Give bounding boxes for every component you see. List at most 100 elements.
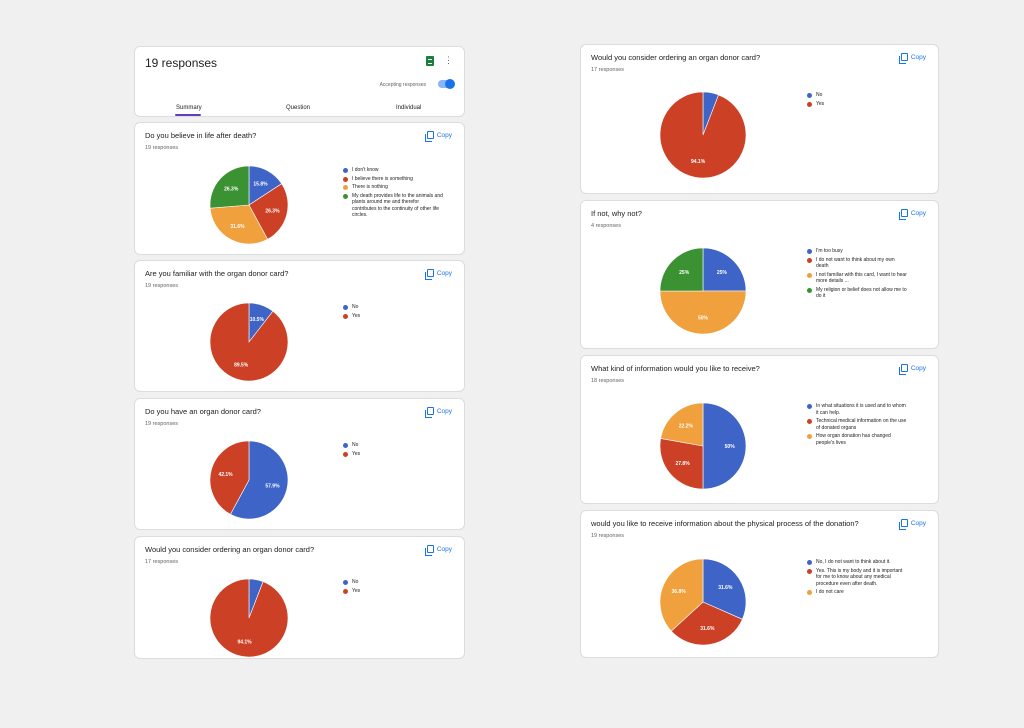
copy-button[interactable]: Copy [424,407,452,418]
legend-label: No [816,92,823,98]
summary-header-card: 19 responses ⋮ Accepting responses Summa… [134,46,465,117]
chart-legend: I don't know I believe there is something… [343,167,443,221]
copy-icon [424,407,434,418]
pie-chart: 94.1% [209,578,289,658]
slice-label: 31.6% [700,626,715,632]
slice-label: 50% [725,444,736,450]
copy-button[interactable]: Copy [898,519,926,530]
legend-dot [807,257,812,263]
legend-item: No [807,92,907,99]
response-count: 19 responses [591,533,625,539]
legend-label: Yes [816,100,825,107]
legend-item: I do not want to think about my own deat… [807,257,907,270]
legend-dot [807,404,812,409]
slice-label: 31.6% [230,224,245,230]
pie-slice [209,302,289,382]
copy-label: Copy [436,407,452,415]
tab-summary[interactable]: Summary [176,105,202,111]
legend-label: I don't know [352,167,379,173]
legend-dot [343,443,348,448]
accepting-responses-label: Accepting responses [379,82,426,88]
question-card: Do you have an organ donor card? 19 resp… [134,398,465,530]
pie-slice [670,601,743,646]
pie-slice [702,247,747,292]
legend-dot [343,313,348,319]
more-vert-icon[interactable]: ⋮ [444,55,453,65]
slice-label: 10.5% [250,317,265,323]
slice-label: 25% [679,270,690,276]
legend-label: How organ donation has changed people's … [816,433,891,446]
pie-chart: 15.8% 26.3% 31.6% 26.3% [209,165,289,245]
pie-slice [659,438,704,490]
legend-label: Yes [352,450,361,457]
copy-icon [424,131,434,142]
legend-item: Yes [343,588,443,595]
legend-dot [343,193,348,199]
legend-label: I do not want to think about my own deat… [816,256,895,270]
copy-button[interactable]: Copy [424,131,452,142]
legend-dot [807,93,812,98]
toggle-knob [445,79,455,89]
legend-item: How organ donation has changed people's … [807,433,907,446]
pie-slice [659,91,747,179]
legend-item: Yes. This is my body and it is important… [807,568,907,588]
active-tab-indicator [175,114,201,116]
pie-slice [659,558,704,632]
slice-label: 26.3% [224,186,239,192]
pie-slice [659,247,704,292]
copy-icon [898,519,908,530]
pie-slice [659,290,747,335]
pie-chart: 31.6% 31.6% 36.8% [659,558,747,646]
copy-label: Copy [436,269,452,277]
legend-dot [343,176,348,182]
chart-legend: No, I do not want to think about it. Yes.… [807,559,907,598]
chart-legend: I'm too busy I do not want to think about… [807,248,907,302]
sheets-icon[interactable] [426,56,434,66]
pie-slice [702,558,747,620]
slice-label: 94.1% [237,640,252,646]
tab-individual[interactable]: Individual [396,105,422,111]
legend-item: I not familiar with this card, I want to… [807,272,907,285]
legend-dot [807,101,812,107]
legend-label: Technical medical information on the use… [816,418,907,431]
legend-dot [807,434,812,439]
chart-legend: No Yes [807,92,907,109]
question-title: Would you consider ordering an organ don… [145,545,315,554]
copy-button[interactable]: Copy [424,545,452,556]
legend-item: There is nothing [343,184,443,191]
copy-label: Copy [910,53,926,61]
copy-button[interactable]: Copy [898,364,926,375]
legend-item: No, I do not want to think about it. [807,559,907,566]
legend-dot [343,588,348,594]
legend-item: I do not care [807,589,907,596]
legend-dot [807,272,812,278]
question-card: What kind of information would you like … [580,355,939,504]
response-count: 17 responses [145,559,179,565]
pie-chart: 57.9% 42.1% [209,440,289,520]
copy-label: Copy [910,209,926,217]
slice-label: 36.8% [672,589,687,595]
legend-label: Yes [352,312,361,319]
legend-label: No [352,304,359,310]
question-card: Would you consider ordering an organ don… [134,536,465,659]
slice-label: 22.2% [679,423,694,429]
response-count: 18 responses [591,378,625,384]
copy-button[interactable]: Copy [898,53,926,64]
pie-slice [230,440,289,520]
tab-question[interactable]: Question [286,105,311,111]
legend-item: My religion or belief does not allow me … [807,287,907,300]
legend-dot [807,560,812,565]
legend-item: In what situations it is used and to who… [807,403,907,416]
question-title: Do you have an organ donor card? [145,407,261,416]
copy-button[interactable]: Copy [898,209,926,220]
legend-item: Technical medical information on the use… [807,418,907,431]
slice-label: 27.8% [675,461,690,467]
legend-dot [343,305,348,310]
legend-label: No [352,442,359,448]
legend-item: Yes [343,313,443,320]
accepting-responses-toggle[interactable] [438,79,455,89]
copy-button[interactable]: Copy [424,269,452,280]
legend-item: I don't know [343,167,443,174]
response-count: 4 responses [591,223,621,229]
pie-slice [209,578,289,658]
